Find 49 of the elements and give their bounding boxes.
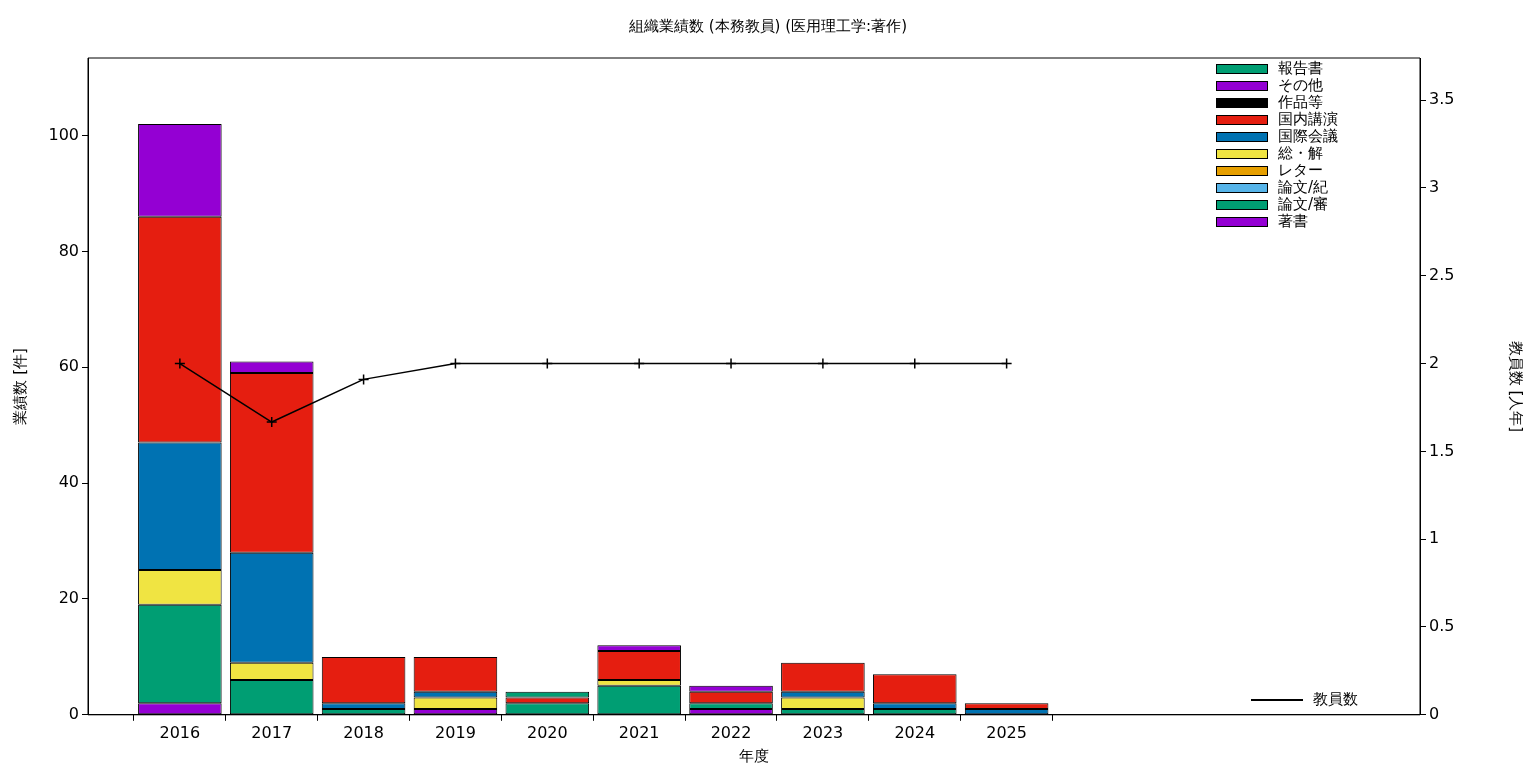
point	[541, 357, 554, 370]
x-tick-label: 2025	[986, 722, 1027, 742]
x-tick-label: 2017	[251, 722, 293, 742]
point	[449, 357, 462, 370]
y-axis-title: 業績数 [件]	[10, 348, 29, 425]
legend-label: 著書	[1278, 212, 1308, 231]
y2-tick-label: 1.5	[1429, 440, 1455, 460]
y-tick-label: 80	[58, 240, 79, 260]
y2-tick-label: 0.5	[1429, 616, 1455, 636]
legend-label: レター	[1278, 161, 1323, 179]
x-tick-label: 2018	[343, 722, 384, 742]
y-tick-label: 20	[58, 588, 79, 608]
point	[817, 357, 829, 370]
legend-label: 総・解	[1278, 144, 1323, 163]
legend-label: 国内講演	[1278, 110, 1338, 128]
x-tick-label: 2020	[526, 722, 568, 742]
y2-tick-label: 2	[1429, 352, 1440, 372]
y-tick-label: 40	[58, 472, 79, 492]
y2-tick-label: 0	[1429, 703, 1440, 723]
x-tick-label: 2021	[618, 722, 660, 742]
y-tick-label: 60	[58, 356, 79, 376]
y2-tick-label: 2.5	[1429, 264, 1455, 284]
point	[357, 373, 370, 386]
point	[725, 357, 737, 370]
point	[265, 416, 278, 428]
x-tick-label: 2016	[159, 722, 201, 742]
x-tick-label: 2023	[802, 722, 844, 742]
point	[1000, 357, 1013, 370]
y2-tick-label: 3.5	[1429, 89, 1455, 109]
legend-label: その他	[1278, 76, 1323, 95]
x-tick-label: 2019	[435, 722, 476, 742]
x-tick-label: 2022	[710, 722, 752, 742]
legend-label: 作品等	[1278, 93, 1323, 111]
point	[633, 357, 645, 370]
y2-tick-label: 1	[1429, 528, 1440, 548]
legend-label: 論文/紀	[1278, 178, 1329, 196]
y2-axis-title: 教員数 [人年]	[1507, 340, 1526, 433]
y-tick-label: 0	[68, 703, 79, 723]
point	[174, 357, 186, 370]
x-axis-title: 年度	[739, 746, 769, 765]
x-tick-label: 2024	[894, 722, 936, 742]
point	[909, 357, 921, 370]
y-tick-label: 100	[48, 124, 79, 144]
legend-label: 報告書	[1278, 59, 1323, 78]
legend-label: 論文/審	[1278, 195, 1329, 213]
chart-title: 組織業績数 (本務教員) (医用理工学:著作)	[628, 16, 907, 35]
y2-tick-label: 3	[1429, 177, 1440, 197]
legend-label: 教員数	[1313, 690, 1358, 709]
legend-label: 国際会議	[1278, 127, 1338, 146]
